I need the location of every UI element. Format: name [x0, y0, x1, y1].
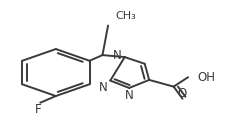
- Text: N: N: [113, 49, 122, 62]
- Text: O: O: [178, 87, 187, 100]
- Text: F: F: [35, 103, 41, 116]
- Text: N: N: [99, 81, 108, 94]
- Text: CH₃: CH₃: [116, 11, 137, 21]
- Text: N: N: [125, 89, 134, 102]
- Text: OH: OH: [197, 71, 215, 84]
